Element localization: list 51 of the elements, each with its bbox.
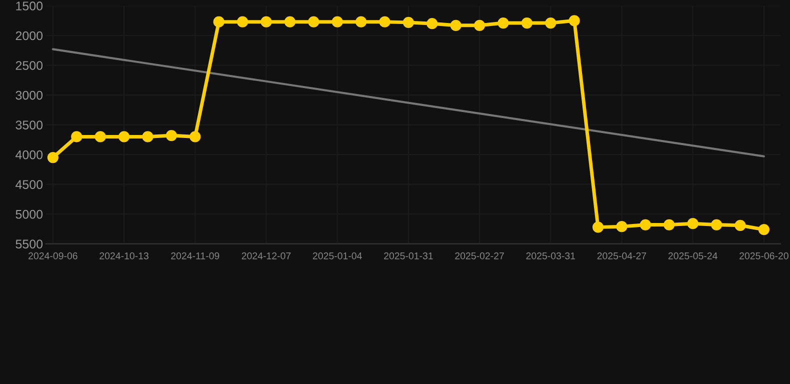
point — [308, 16, 320, 28]
y-tick-label: 2500 — [16, 61, 43, 70]
x-tick-label: 2025-04-27 — [597, 252, 646, 260]
point — [355, 16, 367, 28]
point — [568, 15, 580, 26]
point — [498, 17, 509, 29]
x-tick-label: 2025-02-27 — [455, 252, 504, 260]
point — [664, 219, 675, 230]
point — [474, 20, 486, 31]
point — [758, 224, 770, 236]
point — [545, 17, 556, 29]
point — [213, 16, 224, 28]
x-tick-label: 2025-03-31 — [526, 252, 576, 260]
point — [710, 219, 722, 230]
x-tick-label: 2024-09-06 — [28, 252, 78, 260]
y-tick-label: 2000 — [16, 31, 43, 40]
point — [592, 222, 604, 233]
y-tick-label: 5000 — [16, 210, 43, 219]
y-tick-label: 4000 — [16, 150, 43, 160]
x-tick-label: 2024-10-13 — [100, 252, 148, 260]
point — [640, 219, 651, 230]
point — [284, 16, 296, 28]
point — [521, 17, 532, 29]
point — [450, 20, 462, 31]
x-tick-label: 2025-01-31 — [384, 252, 433, 260]
point — [71, 131, 82, 142]
point — [190, 131, 201, 142]
point — [402, 16, 414, 28]
point — [379, 16, 390, 28]
point — [236, 16, 248, 28]
point — [166, 130, 177, 142]
point — [47, 152, 58, 164]
x-tick-label: 2024-12-07 — [242, 252, 291, 260]
x-tick-label: 2024-11-09 — [171, 252, 220, 260]
y-tick-label: 5500 — [16, 240, 43, 248]
point — [142, 131, 154, 142]
point — [426, 18, 438, 30]
x-tick-label: 2025-05-24 — [668, 252, 718, 260]
y-tick-label: 1500 — [16, 2, 43, 10]
y-tick-label: 3000 — [16, 90, 43, 100]
point — [616, 221, 628, 232]
x-tick-label: 2025-06-20 — [740, 252, 788, 260]
y-tick-label: 4500 — [16, 180, 43, 189]
point — [332, 16, 343, 28]
point — [118, 131, 130, 142]
point — [260, 16, 272, 28]
point — [734, 220, 746, 231]
point — [94, 131, 106, 142]
point — [687, 218, 698, 230]
y-tick-label: 3500 — [16, 120, 43, 130]
x-tick-label: 2025-01-04 — [312, 252, 362, 260]
